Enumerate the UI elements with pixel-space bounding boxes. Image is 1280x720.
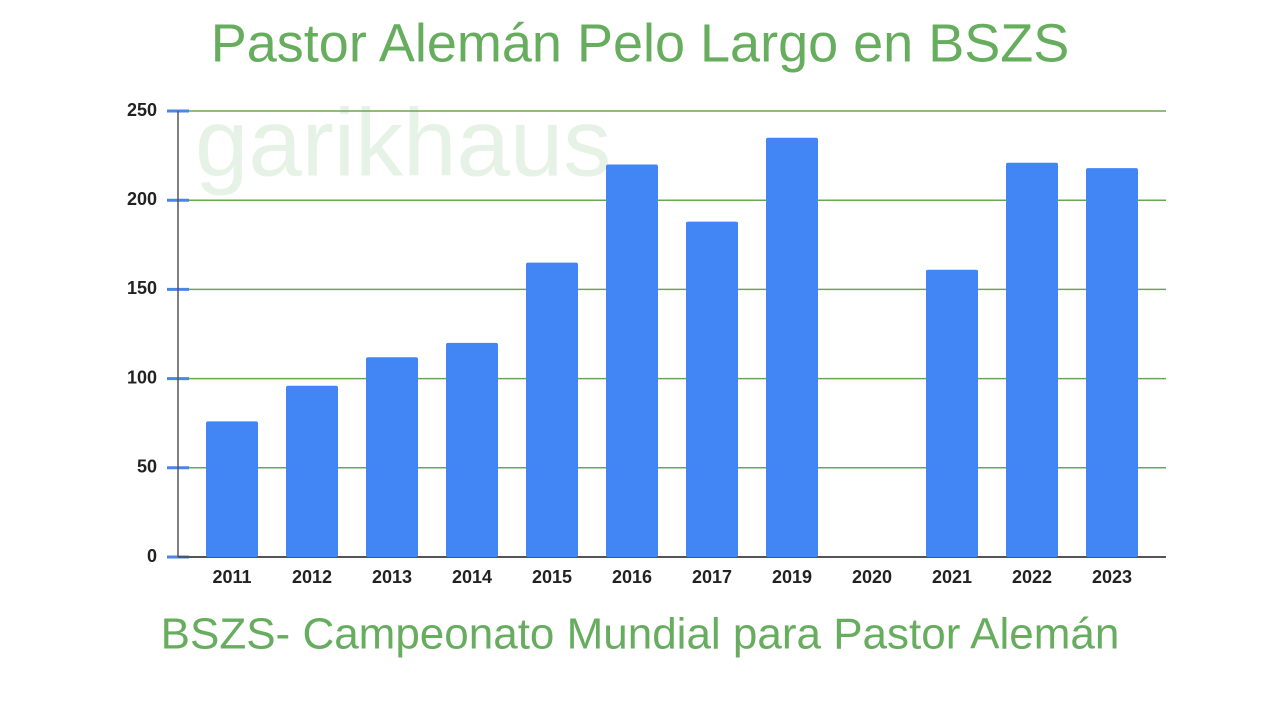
x-tick-label: 2022 [1012,567,1052,587]
x-tick-label: 2014 [452,567,492,587]
chart-title: Pastor Alemán Pelo Largo en BSZS [211,13,1070,73]
x-tick-label: 2011 [212,567,251,587]
y-tick-label: 100 [127,367,157,387]
x-tick-label: 2015 [532,567,572,587]
bar [766,137,818,557]
y-tick-label: 250 [127,100,157,120]
y-tick-label: 0 [147,546,157,566]
bar [1086,168,1138,557]
bar [446,342,498,557]
x-tick-label: 2012 [292,567,332,587]
bar [366,357,418,557]
bar [206,421,258,557]
x-tick-label: 2013 [372,567,412,587]
watermark: garikhaus [195,89,611,196]
bar [926,269,978,557]
x-tick-label: 2020 [852,567,892,587]
bar [286,385,338,557]
x-tick-label: 2023 [1092,567,1132,587]
x-tick-label: 2017 [692,567,732,587]
chart-subtitle: BSZS- Campeonato Mundial para Pastor Ale… [161,610,1120,659]
bar [686,221,738,557]
x-tick-label: 2016 [612,567,652,587]
bar [526,262,578,557]
bar [606,164,658,557]
y-tick-label: 150 [127,278,157,298]
x-tick-label: 2019 [772,567,812,587]
x-tick-label: 2021 [932,567,972,587]
y-tick-label: 50 [137,457,157,477]
bar [1006,162,1058,557]
y-tick-label: 200 [127,189,157,209]
